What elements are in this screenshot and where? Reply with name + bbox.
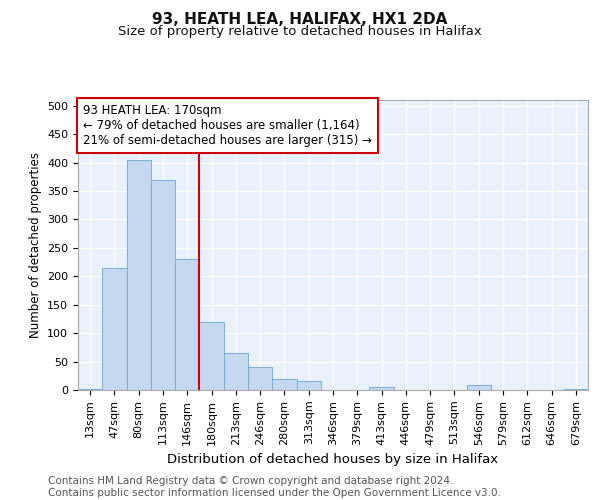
Bar <box>370 387 394 390</box>
Bar <box>199 322 224 390</box>
Bar <box>151 180 175 390</box>
Y-axis label: Number of detached properties: Number of detached properties <box>29 152 41 338</box>
Text: Contains HM Land Registry data © Crown copyright and database right 2024.
Contai: Contains HM Land Registry data © Crown c… <box>48 476 501 498</box>
Text: Size of property relative to detached houses in Halifax: Size of property relative to detached ho… <box>118 25 482 38</box>
Bar <box>175 259 199 390</box>
Text: 93 HEATH LEA: 170sqm
← 79% of detached houses are smaller (1,164)
21% of semi-de: 93 HEATH LEA: 170sqm ← 79% of detached h… <box>83 104 372 148</box>
Bar <box>467 386 491 390</box>
Bar <box>78 389 102 390</box>
Bar <box>224 353 248 390</box>
Bar <box>564 389 588 390</box>
Bar <box>102 268 127 390</box>
X-axis label: Distribution of detached houses by size in Halifax: Distribution of detached houses by size … <box>167 453 499 466</box>
Bar <box>296 382 321 390</box>
Bar <box>248 368 272 390</box>
Bar <box>127 160 151 390</box>
Text: 93, HEATH LEA, HALIFAX, HX1 2DA: 93, HEATH LEA, HALIFAX, HX1 2DA <box>152 12 448 28</box>
Bar <box>272 378 296 390</box>
